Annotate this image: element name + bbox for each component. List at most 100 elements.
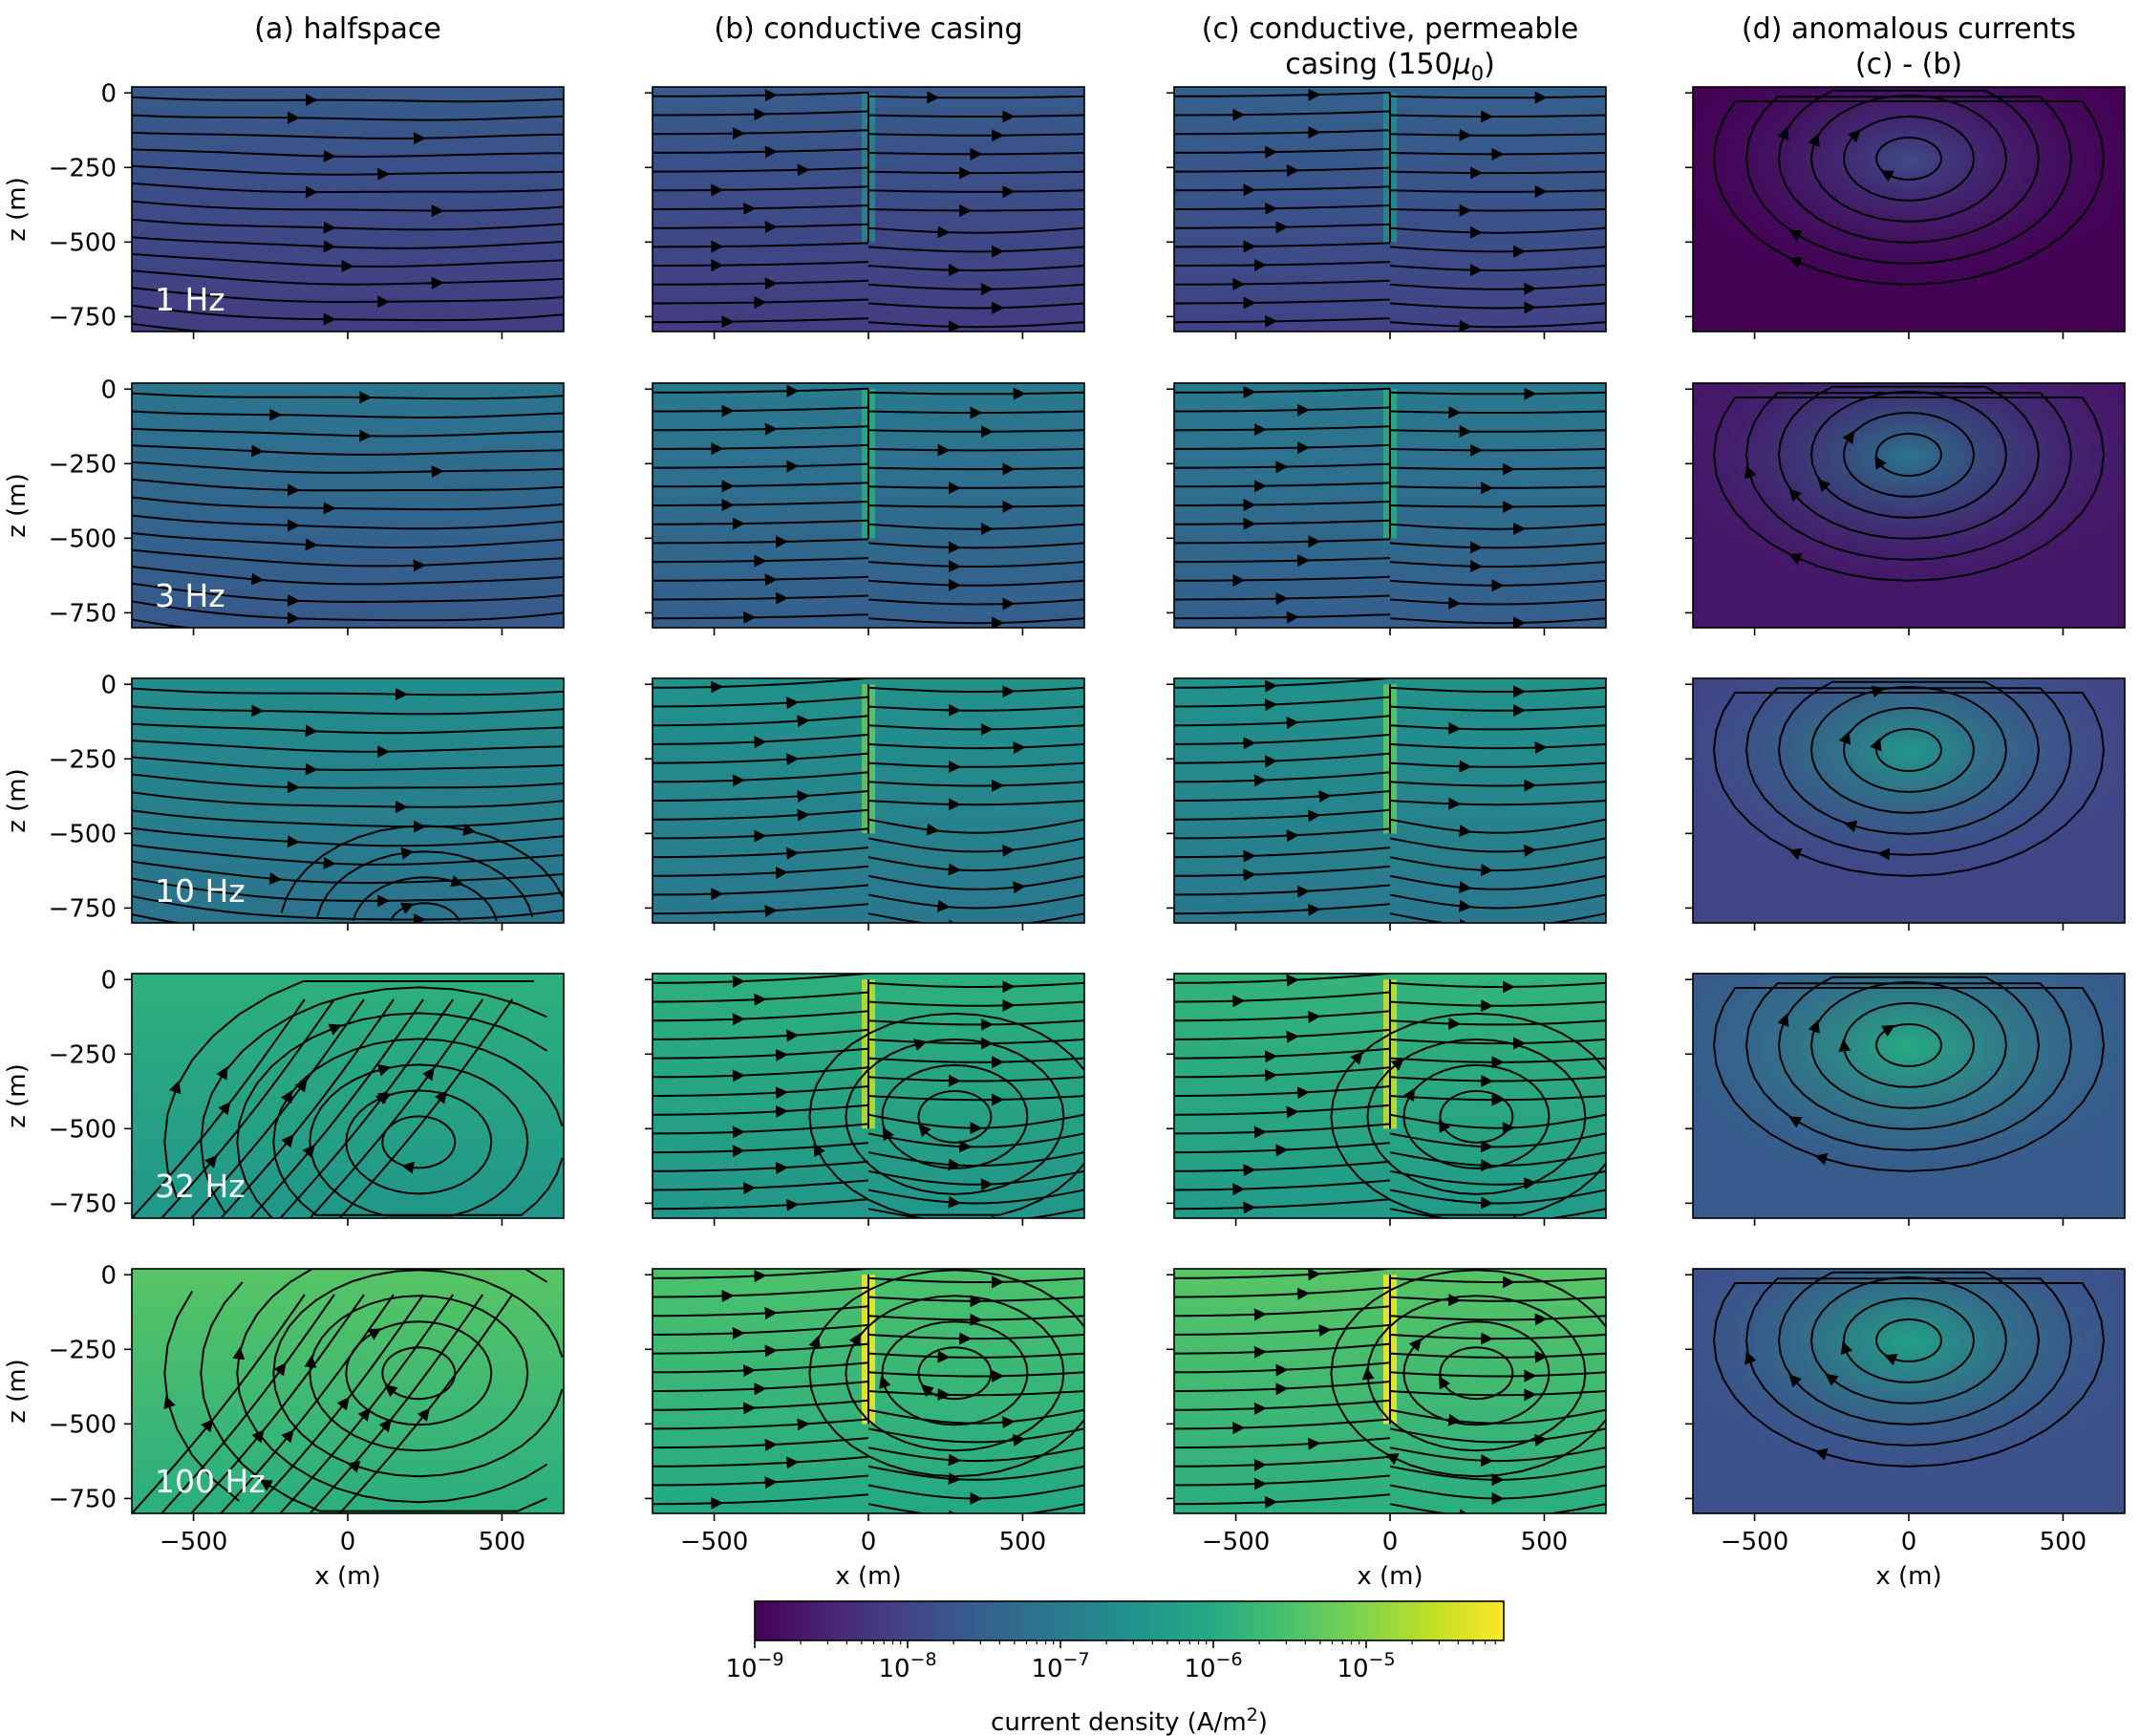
frequency-label: 100 Hz — [155, 1463, 266, 1500]
streamline — [653, 1160, 869, 1172]
streamline — [1389, 598, 1606, 606]
streamline — [1389, 561, 1606, 568]
streamline — [653, 387, 869, 394]
streamline — [1174, 827, 1391, 840]
streamline — [1389, 781, 1606, 787]
streamline — [1389, 265, 1606, 272]
streamline — [867, 523, 1084, 530]
anomaly-glow — [1693, 678, 2125, 923]
streamline — [338, 998, 514, 1218]
streamline — [1174, 884, 1391, 896]
streamline — [653, 1323, 869, 1336]
streamline — [1389, 246, 1606, 253]
x-tick-label: −500 — [160, 1528, 227, 1556]
streamline — [1389, 1189, 1606, 1205]
y-axis-label: z (m) — [3, 1063, 32, 1128]
streamline — [653, 808, 869, 821]
streamline — [132, 773, 564, 789]
x-tick-label: −500 — [680, 1528, 748, 1556]
streamline — [1174, 279, 1391, 286]
panel: 0 −250 −500 −750 z (m) 32 Hz — [3, 966, 565, 1226]
streamline — [1389, 912, 1606, 923]
streamline — [132, 826, 564, 847]
streamline — [1174, 808, 1391, 821]
streamline — [653, 865, 869, 877]
streamline-arrow — [1459, 1509, 1472, 1513]
panel: −500 0 500 x (m) — [645, 1268, 1085, 1591]
streamline — [867, 114, 1084, 118]
streamline — [1366, 1038, 1587, 1195]
streamline — [1389, 705, 1606, 712]
streamline — [1389, 742, 1606, 750]
streamline — [867, 1189, 1084, 1205]
streamline — [867, 561, 1084, 568]
panel — [645, 973, 1085, 1226]
streamline — [163, 980, 534, 1199]
streamline — [653, 790, 869, 802]
streamline — [1389, 447, 1606, 452]
streamline — [867, 1503, 1084, 1513]
streamline — [132, 566, 564, 586]
streamline — [132, 1294, 306, 1513]
streamline — [1174, 733, 1391, 745]
streamline — [1389, 1427, 1606, 1444]
panel-image — [1693, 678, 2125, 923]
streamline — [132, 287, 564, 303]
streamline — [1330, 1012, 1606, 1216]
streamline — [653, 1305, 869, 1318]
x-tick-label: 500 — [999, 1528, 1047, 1556]
streamline — [653, 91, 869, 97]
streamline — [132, 444, 564, 456]
streamline — [1389, 189, 1606, 193]
streamline — [867, 302, 1084, 310]
streamline — [1389, 1503, 1606, 1513]
streamline — [653, 613, 869, 620]
streamline — [867, 170, 1084, 175]
streamline — [1809, 685, 2007, 814]
y-tick-label: −500 — [49, 820, 117, 848]
streamline — [220, 998, 395, 1218]
streamline — [132, 200, 564, 212]
streamline — [1174, 1010, 1391, 1022]
colorbar-tick-label: 10−7 — [1031, 1649, 1089, 1683]
streamline — [1777, 975, 2040, 1130]
streamline — [1389, 1208, 1606, 1218]
streamline — [1389, 504, 1606, 508]
panel — [1166, 382, 1607, 635]
streamline — [1174, 1493, 1391, 1506]
streamline — [1744, 96, 2072, 265]
streamline — [1809, 94, 2007, 223]
streamline — [1389, 170, 1606, 175]
streamline — [867, 1095, 1084, 1102]
streamline — [1874, 432, 1942, 477]
x-axis-label: x (m) — [1875, 1562, 1941, 1591]
streamline — [1842, 115, 1975, 202]
streamline — [653, 1437, 869, 1449]
streamline — [653, 1342, 869, 1355]
streamline — [1389, 686, 1606, 693]
streamlines — [1712, 975, 2105, 1172]
streamline — [1402, 1320, 1551, 1426]
streamline — [867, 837, 1084, 853]
streamline — [1174, 1323, 1391, 1336]
streamline — [1174, 752, 1391, 764]
streamline — [1389, 1113, 1606, 1129]
streamline — [132, 96, 564, 103]
streamline — [132, 410, 564, 419]
colorbar-label: current density (A/m2) — [991, 1704, 1268, 1736]
streamline — [1174, 1342, 1391, 1355]
y-tick-label: 0 — [100, 79, 117, 108]
panel — [1685, 677, 2126, 931]
streamline — [1389, 981, 1606, 988]
streamline — [867, 617, 1084, 625]
streamline — [132, 496, 564, 511]
streamline — [867, 598, 1084, 606]
frequency-label: 10 Hz — [155, 872, 246, 910]
streamline — [1174, 443, 1391, 450]
streamline — [653, 1179, 869, 1191]
streamline — [1389, 1371, 1606, 1378]
y-tick-label: 0 — [100, 966, 117, 995]
streamline — [867, 466, 1084, 471]
streamline — [653, 1455, 869, 1468]
streamlines — [1712, 89, 2105, 286]
